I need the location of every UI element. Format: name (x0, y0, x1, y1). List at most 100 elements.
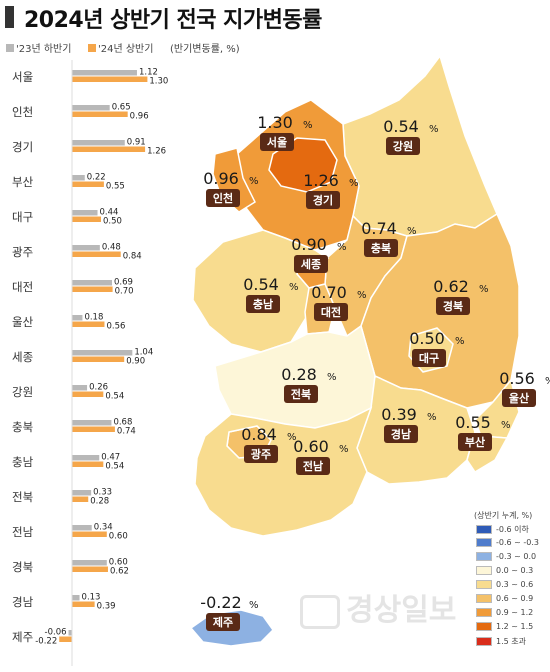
map-region-name: 충북 (371, 241, 391, 255)
map-region-name: 전남 (303, 459, 323, 473)
map-name-box (244, 445, 278, 463)
map-rate-value: 0.56 (499, 369, 535, 388)
region-category-label: 전남 (12, 525, 34, 539)
map-name-box (260, 133, 294, 151)
bar-row: 강원 0.260.54 (12, 383, 124, 402)
bar-value-label-series2: 0.50 (103, 217, 122, 227)
bar-value-label-series2: 0.62 (110, 567, 129, 577)
page-title: 2024년 상반기 전국 지가변동률 (24, 8, 322, 33)
region-category-label: 경북 (12, 560, 33, 574)
watermark-text: 경상일보 (346, 593, 457, 628)
map-label-jeonbuk: 0.28 % 전북 (281, 365, 337, 403)
bar-row: 광주 0.480.84 (12, 243, 142, 262)
bar-series2 (72, 391, 104, 397)
legend-swatch-orange (88, 43, 96, 52)
map-label-daejeon: 0.70 % 대전 (311, 283, 367, 321)
bar-series2 (72, 251, 121, 257)
map-rate-unit: % (357, 290, 367, 301)
bar-row: 경남 0.130.39 (12, 593, 116, 612)
scale-swatch (476, 608, 492, 617)
bar-row: 제주 -0.06-0.22 (12, 628, 72, 647)
map-rate-unit: % (455, 336, 465, 347)
map-region-name: 강원 (393, 139, 413, 153)
map-region-name: 경기 (313, 193, 333, 207)
bar-value-label-series1: 0.47 (101, 453, 120, 463)
map-label-gyeongnam: 0.39 % 경남 (381, 405, 437, 443)
map-name-box (246, 295, 280, 313)
map-rate-unit: % (407, 226, 417, 237)
bar-row: 전북 0.330.28 (12, 488, 112, 507)
bar-value-label-series2: 1.30 (149, 77, 168, 87)
map-region-name: 대구 (419, 351, 439, 365)
map-label-busan: 0.55 % 부산 (455, 413, 511, 451)
map-name-box (364, 239, 398, 257)
region-chungnam-shape (192, 229, 330, 353)
bar-series1 (72, 490, 92, 496)
bar-series2 (59, 636, 72, 642)
region-jeonnam-shape (194, 406, 373, 537)
bar-series1 (72, 245, 100, 251)
bar-series2 (72, 321, 105, 327)
scale-item: 0.9 ~ 1.2 (476, 608, 533, 619)
map-rate-value: -0.22 (200, 593, 241, 612)
bar-row: 대구 0.440.50 (12, 208, 122, 227)
map-rate-unit: % (289, 282, 299, 293)
map-rate-unit: % (501, 420, 511, 431)
map-labels: 1.30 % 서울 0.96 % 인천 1.26 % 경기 0.54 % 강원 0.74 % 충북 0.90%… (200, 113, 550, 631)
bar-value-label-series1: 0.69 (114, 278, 133, 288)
map-label-seoul: 1.30 % 서울 (257, 113, 313, 151)
bar-row: 대전 0.690.70 (12, 278, 134, 297)
scale-item: -0.6 이하 (476, 524, 529, 535)
map-name-box (296, 457, 330, 475)
scale-label: 0.6 ~ 0.9 (496, 594, 534, 603)
bar-value-label-series2: 0.54 (105, 462, 124, 472)
bar-series1 (72, 420, 112, 426)
map-rate-unit: % (429, 124, 439, 135)
scale-swatch (476, 552, 492, 561)
map-label-ulsan: 0.56% 울산 (499, 369, 550, 407)
newspaper-logo-icon (300, 594, 340, 629)
scale-swatch (476, 566, 492, 575)
region-category-label: 광주 (12, 245, 33, 259)
bar-series2 (72, 496, 89, 502)
bar-value-label-series1: 0.65 (112, 103, 131, 113)
map-region-name: 부산 (465, 435, 485, 449)
bar-value-label-series1: 0.34 (94, 523, 113, 533)
bar-series1 (72, 560, 107, 566)
map-name-box (458, 433, 492, 451)
bar-value-label-series1: 0.91 (127, 138, 146, 148)
map-label-jeju: -0.22 % 제주 (200, 593, 259, 631)
scale-label: 0.0 ~ 0.3 (496, 566, 534, 575)
bar-series2 (72, 286, 113, 292)
map-rate-unit: % (249, 176, 259, 187)
region-category-label: 경남 (12, 595, 34, 609)
scale-swatch (476, 538, 492, 547)
map-region-name: 인천 (213, 191, 233, 205)
bar-value-label-series2: 0.56 (106, 322, 125, 332)
bar-value-label-series1: 0.60 (109, 558, 128, 568)
bar-series1 (68, 630, 72, 636)
region-category-label: 세종 (12, 350, 33, 364)
region-category-label: 충남 (12, 455, 34, 469)
bar-series1 (72, 315, 83, 321)
bar-series1 (72, 210, 98, 216)
region-category-label: 전북 (12, 490, 33, 504)
bar-row: 울산 0.180.56 (12, 313, 125, 332)
bar-row: 부산 0.220.55 (12, 173, 125, 192)
bar-row: 전남 0.340.60 (12, 523, 128, 542)
map-label-gyeonggi: 1.26 % 경기 (303, 171, 359, 209)
map-rate-value: 0.50 (409, 329, 445, 348)
bar-row: 충북 0.680.74 (12, 418, 136, 437)
watermark-logo: 경상일보 (300, 585, 500, 635)
map-regions (189, 54, 520, 647)
scale-label: -0.6 ~ -0.3 (496, 538, 540, 547)
scale-item: 1.5 초과 (476, 636, 526, 647)
bar-value-label-series1: 0.48 (102, 243, 121, 253)
region-seoul-shape (268, 137, 338, 193)
scale-item: 1.2 ~ 1.5 (476, 622, 533, 633)
scale-item: 0.6 ~ 0.9 (476, 594, 533, 605)
bar-series1 (72, 280, 113, 286)
region-category-label: 대전 (12, 280, 33, 294)
map-rate-value: 0.55 (455, 413, 491, 432)
legend-label-series1: '23년 하반기 (16, 44, 72, 55)
